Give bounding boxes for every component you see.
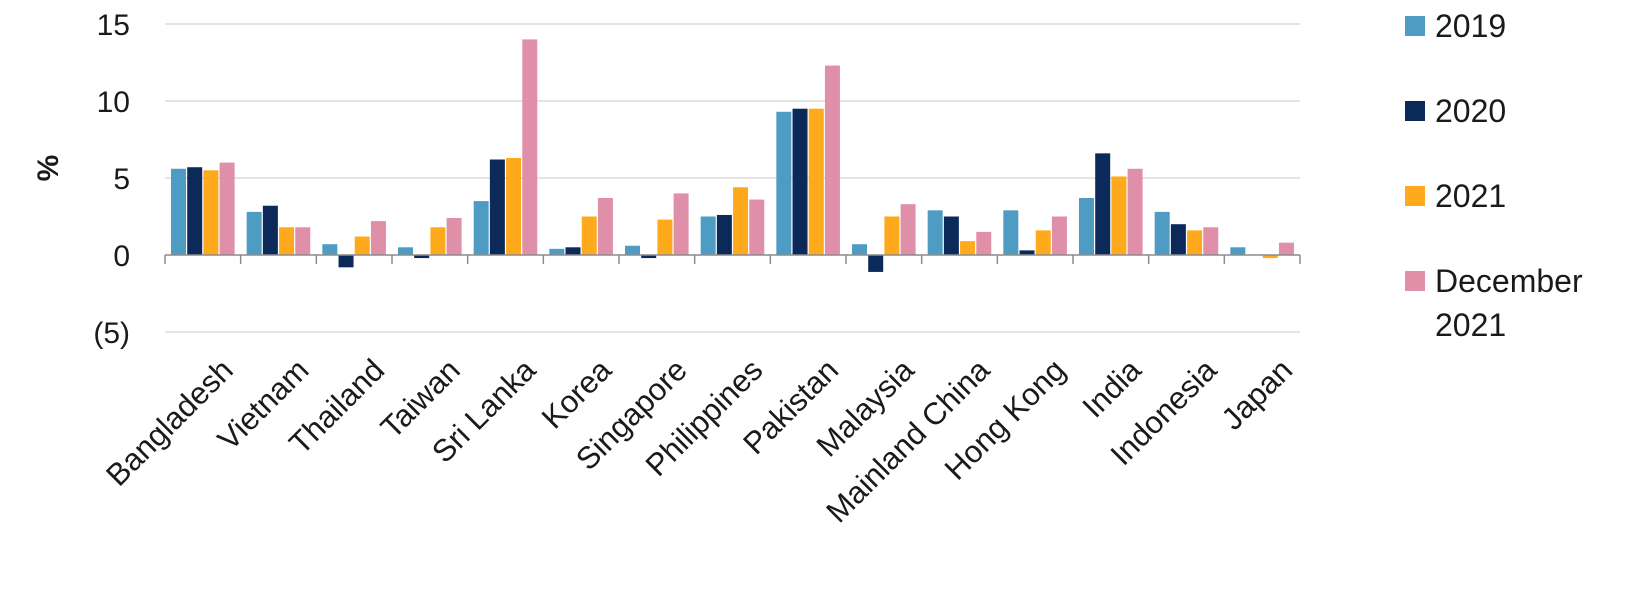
legend-swatch xyxy=(1405,101,1425,121)
bar-vietnam-december-2021 xyxy=(295,227,311,255)
legend-label: 2019 xyxy=(1435,8,1507,44)
bar-india-december-2021 xyxy=(1127,168,1143,255)
bar-taiwan-december-2021 xyxy=(446,218,462,255)
bar-taiwan-2020 xyxy=(414,255,430,259)
bar-philippines-2021 xyxy=(733,187,749,255)
bar-korea-december-2021 xyxy=(597,198,613,255)
bar-philippines-2020 xyxy=(716,214,732,255)
legend-item: 2021 xyxy=(1405,174,1615,218)
bar-hong-kong-2019 xyxy=(1003,210,1019,255)
bar-singapore-2019 xyxy=(625,245,640,255)
legend-swatch xyxy=(1405,271,1425,291)
y-axis-label: % xyxy=(32,155,65,182)
bar-indonesia-2019 xyxy=(1154,211,1170,255)
bar-malaysia-2021 xyxy=(884,216,900,255)
bar-taiwan-2019 xyxy=(398,247,413,255)
bar-thailand-2021 xyxy=(354,236,370,255)
bar-thailand-2019 xyxy=(322,244,338,255)
bar-thailand-2020 xyxy=(338,255,354,268)
bar-japan-december-2021 xyxy=(1278,242,1294,255)
bar-sri-lanka-2021 xyxy=(506,157,522,255)
bar-malaysia-2020 xyxy=(868,255,884,272)
bar-malaysia-december-2021 xyxy=(900,204,916,255)
category-label: Bangladesh xyxy=(99,352,240,493)
bar-pakistan-december-2021 xyxy=(824,65,840,255)
legend-swatch xyxy=(1405,186,1425,206)
bar-bangladesh-2020 xyxy=(187,167,203,255)
y-tick-label: 15 xyxy=(97,9,130,42)
bar-philippines-december-2021 xyxy=(749,199,765,255)
bar-vietnam-2021 xyxy=(279,227,295,255)
bar-singapore-2020 xyxy=(641,255,657,259)
category-label: Japan xyxy=(1215,352,1299,436)
bar-vietnam-2019 xyxy=(246,211,262,255)
bar-vietnam-2020 xyxy=(262,205,278,255)
legend-label: December 2021 xyxy=(1435,263,1583,343)
bar-philippines-2019 xyxy=(700,216,716,255)
bar-pakistan-2019 xyxy=(776,111,792,255)
y-tick-label: 10 xyxy=(97,86,130,119)
bar-korea-2019 xyxy=(549,248,565,255)
legend-swatch xyxy=(1405,16,1425,36)
bar-mainland-china-2021 xyxy=(960,241,976,255)
legend-item: 2020 xyxy=(1405,89,1615,133)
bar-hong-kong-december-2021 xyxy=(1051,216,1067,255)
bar-korea-2021 xyxy=(581,216,597,255)
bar-sri-lanka-2020 xyxy=(489,159,505,255)
bar-bangladesh-2021 xyxy=(203,170,219,255)
bar-bangladesh-december-2021 xyxy=(219,162,235,255)
legend-item: 2019 xyxy=(1405,4,1615,48)
y-tick-label: 0 xyxy=(113,240,130,273)
bar-sri-lanka-2019 xyxy=(473,201,489,255)
bar-hong-kong-2020 xyxy=(1019,250,1035,255)
bar-india-2019 xyxy=(1079,198,1094,255)
y-tick-label: 5 xyxy=(113,163,130,196)
bar-singapore-december-2021 xyxy=(673,193,689,255)
legend-label: 2021 xyxy=(1435,178,1507,214)
bar-taiwan-2021 xyxy=(430,227,446,255)
bar-indonesia-2020 xyxy=(1170,224,1186,255)
bar-hong-kong-2021 xyxy=(1035,230,1051,255)
bar-pakistan-2020 xyxy=(792,108,808,255)
bar-bangladesh-2019 xyxy=(171,168,186,255)
bar-sri-lanka-december-2021 xyxy=(522,39,538,256)
bar-mainland-china-december-2021 xyxy=(976,231,992,255)
bar-korea-2020 xyxy=(565,247,581,255)
bar-japan-2021 xyxy=(1262,255,1278,259)
bar-thailand-december-2021 xyxy=(370,221,386,255)
y-tick-label: (5) xyxy=(93,317,130,350)
legend-item: December 2021 xyxy=(1405,259,1615,347)
bar-india-2020 xyxy=(1095,153,1111,255)
bar-mainland-china-2019 xyxy=(927,210,943,255)
bar-india-2021 xyxy=(1111,176,1127,255)
bar-japan-2019 xyxy=(1230,247,1246,255)
bar-pakistan-2021 xyxy=(808,108,824,255)
bar-indonesia-2021 xyxy=(1187,230,1203,255)
bar-mainland-china-2020 xyxy=(943,216,959,255)
bar-singapore-2021 xyxy=(657,219,673,255)
bar-malaysia-2019 xyxy=(852,244,867,255)
legend-label: 2020 xyxy=(1435,93,1507,129)
bar-indonesia-december-2021 xyxy=(1203,227,1219,255)
